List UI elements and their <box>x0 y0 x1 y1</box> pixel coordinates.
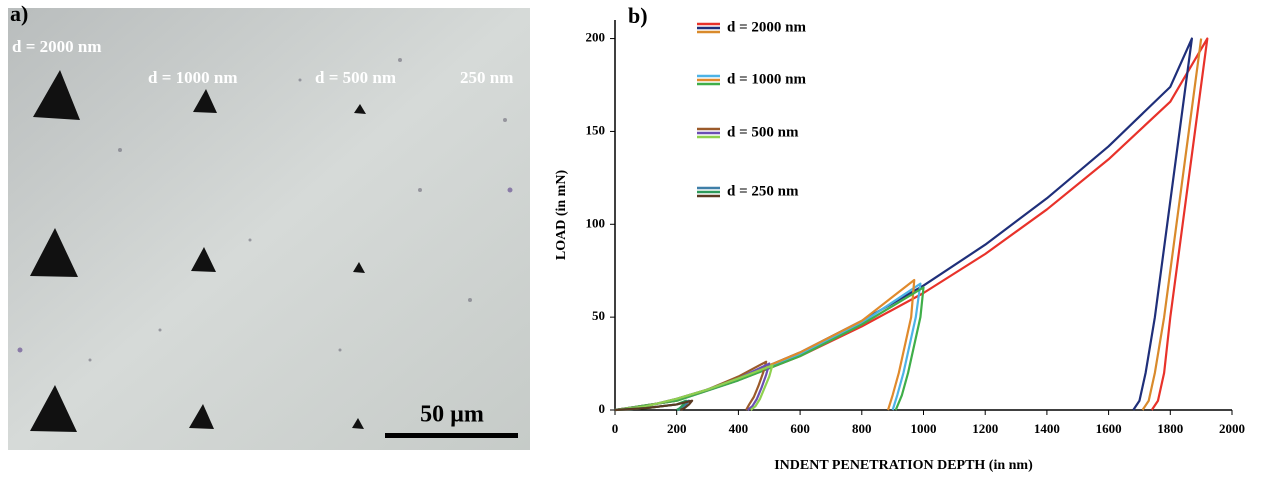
y-tick-label: 100 <box>586 215 606 230</box>
legend-label: d = 250 nm <box>727 183 799 199</box>
x-tick-label: 1200 <box>972 421 998 436</box>
x-tick-label: 400 <box>729 421 749 436</box>
y-tick-label: 50 <box>592 308 605 323</box>
legend-label: d = 500 nm <box>727 124 799 140</box>
curve <box>614 286 925 412</box>
image-label: d = 2000 nm <box>12 37 102 56</box>
legend-label: d = 2000 nm <box>727 19 806 35</box>
y-axis-label: LOAD (in mN) <box>554 170 569 261</box>
image-label: 250 nm <box>460 68 513 87</box>
chart: b) 0 200 400 600 800 1000 1200 1400 1600 1800 2000 0… <box>554 3 1245 473</box>
y-tick-label: 200 <box>586 30 606 45</box>
image-label: d = 500 nm <box>315 68 396 87</box>
image-label: d = 1000 nm <box>148 68 238 87</box>
y-tick-label: 0 <box>599 401 606 416</box>
x-tick-label: 1000 <box>911 421 937 436</box>
scale-bar-label: 50 µm <box>420 402 484 428</box>
curve <box>614 282 922 412</box>
micrograph: a) d = 2000 nm d = 1000 nm d = 500 nm 25… <box>8 1 530 450</box>
scale-bar <box>385 433 518 438</box>
indents <box>30 70 366 432</box>
x-tick-label: 1800 <box>1157 421 1183 436</box>
x-tick-label: 800 <box>852 421 872 436</box>
x-tick-label: 2000 <box>1219 421 1245 436</box>
curve <box>614 399 694 412</box>
specks <box>17 58 513 362</box>
panel-label: b) <box>628 3 648 28</box>
x-tick-label: 600 <box>790 421 810 436</box>
x-tick-label: 0 <box>612 421 619 436</box>
x-tick-label: 200 <box>667 421 687 436</box>
x-axis-label: INDENT PENETRATION DEPTH (in nm) <box>774 458 1033 473</box>
curve <box>614 364 774 412</box>
x-tick-label: 1400 <box>1034 421 1060 436</box>
panel-label: a) <box>10 1 28 26</box>
y-tick-label: 150 <box>586 122 606 137</box>
curve <box>614 362 771 412</box>
micrograph-background <box>8 8 530 450</box>
curve <box>1141 38 1203 411</box>
legend-label: d = 1000 nm <box>727 71 806 87</box>
x-tick-label: 1600 <box>1096 421 1122 436</box>
